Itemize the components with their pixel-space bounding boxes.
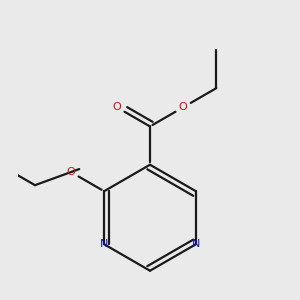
Text: O: O bbox=[112, 102, 121, 112]
Text: O: O bbox=[67, 167, 75, 177]
Text: O: O bbox=[179, 102, 188, 112]
Text: N: N bbox=[192, 239, 200, 249]
Text: N: N bbox=[100, 239, 108, 249]
